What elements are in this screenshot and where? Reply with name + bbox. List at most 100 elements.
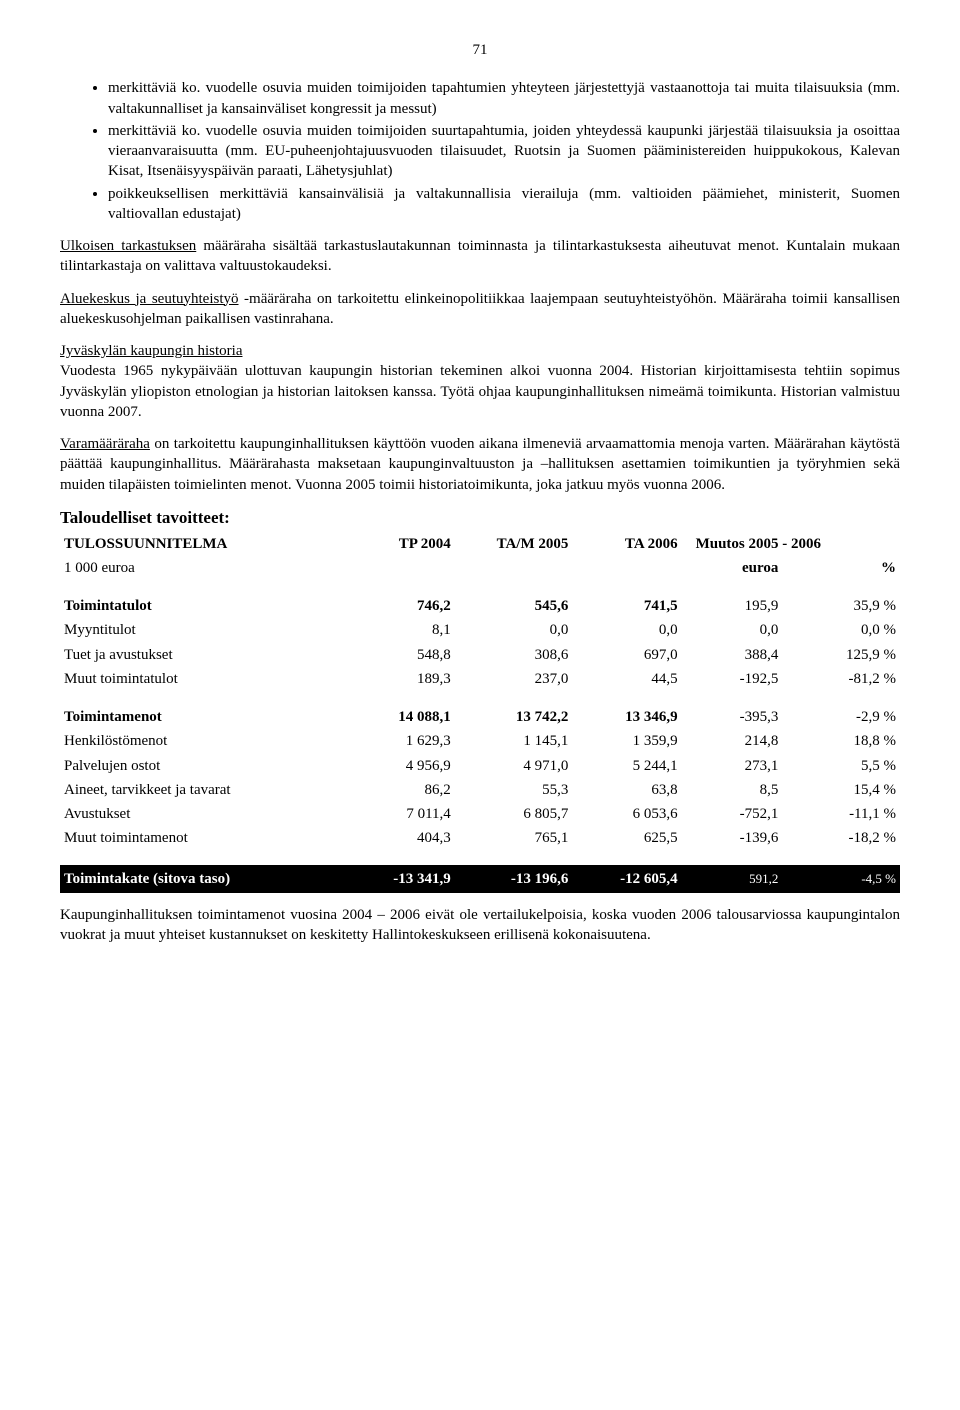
cell: 195,9: [682, 594, 783, 618]
cell: -4,5 %: [782, 865, 900, 893]
cell: 5 244,1: [572, 754, 681, 778]
table-row: Toimintamenot 14 088,1 13 742,2 13 346,9…: [60, 705, 900, 729]
paragraph-rest: Vuodesta 1965 nykypäivään ulottuvan kaup…: [60, 363, 900, 420]
cell: 7 011,4: [346, 802, 455, 826]
cell: 404,3: [346, 826, 455, 850]
table-row: Muut toimintatulot 189,3 237,0 44,5 -192…: [60, 667, 900, 691]
cell: 765,1: [455, 826, 573, 850]
table-row: Palvelujen ostot 4 956,9 4 971,0 5 244,1…: [60, 754, 900, 778]
table-subheader-row: 1 000 euroa euroa %: [60, 556, 900, 580]
cell: -81,2 %: [782, 667, 900, 691]
cell: 308,6: [455, 643, 573, 667]
cell: -11,1 %: [782, 802, 900, 826]
row-label: Palvelujen ostot: [60, 754, 346, 778]
cell: 591,2: [682, 865, 783, 893]
row-label: Avustukset: [60, 802, 346, 826]
cell: 4 971,0: [455, 754, 573, 778]
cell: -2,9 %: [782, 705, 900, 729]
paragraph-aluekeskus: Aluekeskus ja seutuyhteistyö -määräraha …: [60, 289, 900, 330]
cell: 18,8 %: [782, 729, 900, 753]
row-label: Toimintamenot: [60, 705, 346, 729]
cell: 388,4: [682, 643, 783, 667]
cell: 273,1: [682, 754, 783, 778]
row-label: Aineet, tarvikkeet ja tavarat: [60, 778, 346, 802]
cell: 0,0: [455, 618, 573, 642]
table-row: Muut toimintamenot 404,3 765,1 625,5 -13…: [60, 826, 900, 850]
cell: 125,9 %: [782, 643, 900, 667]
cell: -752,1: [682, 802, 783, 826]
cell: 35,9 %: [782, 594, 900, 618]
cell: 6 053,6: [572, 802, 681, 826]
paragraph-history: Jyväskylän kaupungin historia Vuodesta 1…: [60, 341, 900, 422]
section-title-taloudelliset: Taloudelliset tavoitteet:: [60, 507, 900, 530]
cell: 5,5 %: [782, 754, 900, 778]
cell: -12 605,4: [572, 865, 681, 893]
cell: 6 805,7: [455, 802, 573, 826]
table-row: Avustukset 7 011,4 6 805,7 6 053,6 -752,…: [60, 802, 900, 826]
row-label: Muut toimintamenot: [60, 826, 346, 850]
cell: 4 956,9: [346, 754, 455, 778]
table-row: Aineet, tarvikkeet ja tavarat 86,2 55,3 …: [60, 778, 900, 802]
cell: 0,0 %: [782, 618, 900, 642]
cell: 86,2: [346, 778, 455, 802]
cell: 44,5: [572, 667, 681, 691]
table-row: Henkilöstömenot 1 629,3 1 145,1 1 359,9 …: [60, 729, 900, 753]
cell: 1 145,1: [455, 729, 573, 753]
cell: -192,5: [682, 667, 783, 691]
cell: 625,5: [572, 826, 681, 850]
cell: -395,3: [682, 705, 783, 729]
cell: 15,4 %: [782, 778, 900, 802]
list-item: merkittäviä ko. vuodelle osuvia muiden t…: [108, 78, 900, 119]
cell: 545,6: [455, 594, 573, 618]
cell: 13 742,2: [455, 705, 573, 729]
cell: 741,5: [572, 594, 681, 618]
cell: 8,1: [346, 618, 455, 642]
footer-paragraph: Kaupunginhallituksen toimintamenot vuosi…: [60, 905, 900, 946]
table-totals-row: Toimintakate (sitova taso) -13 341,9 -13…: [60, 865, 900, 893]
cell: -139,6: [682, 826, 783, 850]
table-row: Myyntitulot 8,1 0,0 0,0 0,0 0,0 %: [60, 618, 900, 642]
tulos-table: TULOSSUUNNITELMA TP 2004 TA/M 2005 TA 20…: [60, 532, 900, 893]
cell: 55,3: [455, 778, 573, 802]
underlined-lead: Jyväskylän kaupungin historia: [60, 343, 242, 359]
cell: 548,8: [346, 643, 455, 667]
col-header: TP 2004: [346, 532, 455, 556]
underlined-lead: Aluekeskus ja seutuyhteistyö: [60, 291, 239, 307]
list-item: poikkeuksellisen merkittäviä kansainväli…: [108, 184, 900, 225]
col-header: Muutos 2005 - 2006: [682, 532, 900, 556]
underlined-lead: Varamääräraha: [60, 436, 150, 452]
cell: 13 346,9: [572, 705, 681, 729]
row-label: Toimintatulot: [60, 594, 346, 618]
cell: 0,0: [572, 618, 681, 642]
row-label: Myyntitulot: [60, 618, 346, 642]
cell: 0,0: [682, 618, 783, 642]
paragraph-rest: on tarkoitettu kaupunginhallituksen käyt…: [60, 436, 900, 493]
cell: -13 196,6: [455, 865, 573, 893]
bullet-list: merkittäviä ko. vuodelle osuvia muiden t…: [60, 78, 900, 224]
list-item: merkittäviä ko. vuodelle osuvia muiden t…: [108, 121, 900, 182]
table-row: Tuet ja avustukset 548,8 308,6 697,0 388…: [60, 643, 900, 667]
cell: 189,3: [346, 667, 455, 691]
col-header: TA 2006: [572, 532, 681, 556]
subheader-cell: euroa: [682, 556, 783, 580]
table-row: Toimintatulot 746,2 545,6 741,5 195,9 35…: [60, 594, 900, 618]
cell: 14 088,1: [346, 705, 455, 729]
cell: -13 341,9: [346, 865, 455, 893]
row-label: Muut toimintatulot: [60, 667, 346, 691]
row-label: Toimintakate (sitova taso): [60, 865, 346, 893]
cell: -18,2 %: [782, 826, 900, 850]
subheader-cell: %: [782, 556, 900, 580]
table-header-row: TULOSSUUNNITELMA TP 2004 TA/M 2005 TA 20…: [60, 532, 900, 556]
cell: 237,0: [455, 667, 573, 691]
cell: 8,5: [682, 778, 783, 802]
paragraph-external-audit: Ulkoisen tarkastuksen määräraha sisältää…: [60, 236, 900, 277]
cell: 1 359,9: [572, 729, 681, 753]
underlined-lead: Ulkoisen tarkastuksen: [60, 238, 196, 254]
row-label: Henkilöstömenot: [60, 729, 346, 753]
cell: 1 629,3: [346, 729, 455, 753]
cell: 214,8: [682, 729, 783, 753]
paragraph-varamaararaha: Varamääräraha on tarkoitettu kaupunginha…: [60, 434, 900, 495]
col-header: TULOSSUUNNITELMA: [60, 532, 346, 556]
col-header: TA/M 2005: [455, 532, 573, 556]
cell: 746,2: [346, 594, 455, 618]
